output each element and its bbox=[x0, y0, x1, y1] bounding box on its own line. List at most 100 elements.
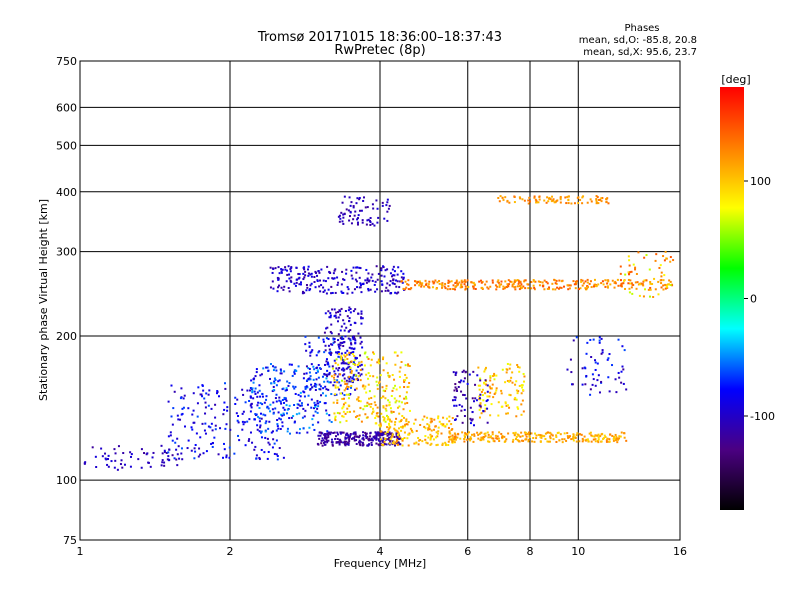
data-point bbox=[272, 438, 275, 441]
y-tick-label: 400 bbox=[56, 186, 77, 199]
data-point bbox=[436, 435, 439, 438]
data-point bbox=[299, 281, 302, 284]
data-point bbox=[662, 288, 665, 291]
data-point bbox=[489, 379, 492, 382]
data-point bbox=[549, 435, 552, 438]
data-point bbox=[407, 433, 410, 436]
data-point bbox=[534, 432, 537, 435]
data-point bbox=[480, 431, 483, 434]
data-point bbox=[533, 288, 536, 291]
data-point bbox=[495, 288, 498, 291]
data-point bbox=[600, 337, 603, 340]
data-point bbox=[464, 435, 467, 438]
data-point bbox=[533, 196, 536, 199]
data-point bbox=[338, 412, 341, 415]
data-point bbox=[585, 438, 588, 441]
data-point bbox=[420, 284, 423, 287]
data-point bbox=[454, 438, 457, 441]
data-point bbox=[586, 201, 589, 204]
data-point bbox=[504, 440, 507, 443]
data-point bbox=[491, 433, 494, 436]
data-point bbox=[403, 425, 406, 428]
data-point bbox=[345, 437, 348, 440]
data-point bbox=[395, 438, 398, 441]
data-point bbox=[369, 374, 372, 377]
data-point bbox=[326, 380, 329, 383]
data-point bbox=[491, 281, 494, 284]
data-point bbox=[355, 398, 358, 401]
data-point bbox=[601, 280, 604, 283]
data-point bbox=[382, 358, 385, 361]
data-point bbox=[547, 200, 550, 203]
data-point bbox=[473, 434, 476, 437]
data-point bbox=[527, 202, 530, 205]
data-point bbox=[617, 338, 620, 341]
data-point bbox=[489, 285, 492, 288]
data-point bbox=[437, 415, 440, 418]
data-point bbox=[533, 280, 536, 283]
data-point bbox=[403, 379, 406, 382]
data-point bbox=[309, 354, 312, 357]
data-point bbox=[289, 432, 292, 435]
data-point bbox=[367, 287, 370, 290]
data-point bbox=[352, 432, 355, 435]
data-point bbox=[374, 290, 377, 293]
data-point bbox=[283, 396, 286, 399]
data-point bbox=[663, 274, 666, 277]
data-point bbox=[393, 397, 396, 400]
data-point bbox=[330, 285, 333, 288]
data-point bbox=[557, 431, 560, 434]
data-point bbox=[447, 281, 450, 284]
data-point bbox=[399, 366, 402, 369]
data-point bbox=[289, 279, 292, 282]
data-point bbox=[354, 322, 357, 325]
data-point bbox=[600, 440, 603, 443]
data-point bbox=[398, 395, 401, 398]
data-point bbox=[638, 282, 641, 285]
data-point bbox=[283, 370, 286, 373]
data-point bbox=[280, 402, 283, 405]
data-point bbox=[487, 287, 490, 290]
data-point bbox=[271, 430, 274, 433]
data-point bbox=[152, 451, 155, 454]
data-point bbox=[315, 271, 318, 274]
data-point bbox=[518, 384, 521, 387]
data-point bbox=[527, 440, 530, 443]
data-point bbox=[447, 285, 450, 288]
data-point bbox=[515, 415, 518, 418]
data-point bbox=[478, 395, 481, 398]
data-point bbox=[396, 437, 399, 440]
data-point bbox=[117, 445, 120, 448]
data-point bbox=[387, 433, 390, 436]
data-point bbox=[611, 364, 614, 367]
data-point bbox=[280, 413, 283, 416]
data-point bbox=[383, 440, 386, 443]
data-point bbox=[382, 444, 385, 447]
data-point bbox=[433, 281, 436, 284]
data-point bbox=[521, 386, 524, 389]
data-point bbox=[425, 282, 428, 285]
data-point bbox=[401, 426, 404, 429]
data-point bbox=[522, 410, 525, 413]
data-point bbox=[623, 279, 626, 282]
data-point bbox=[506, 362, 509, 365]
data-point bbox=[380, 290, 383, 293]
data-point bbox=[339, 421, 342, 424]
data-point bbox=[277, 411, 280, 414]
data-point bbox=[309, 351, 312, 354]
data-point bbox=[438, 282, 441, 285]
data-point bbox=[318, 437, 321, 440]
data-point bbox=[532, 437, 535, 440]
data-point bbox=[427, 436, 430, 439]
data-point bbox=[382, 265, 385, 268]
data-point bbox=[350, 386, 353, 389]
data-point bbox=[628, 259, 631, 262]
data-point bbox=[511, 371, 514, 374]
data-point bbox=[357, 372, 360, 375]
data-point bbox=[315, 383, 318, 386]
data-point bbox=[340, 368, 343, 371]
data-point bbox=[563, 438, 566, 441]
data-point bbox=[368, 279, 371, 282]
data-point bbox=[418, 280, 421, 283]
